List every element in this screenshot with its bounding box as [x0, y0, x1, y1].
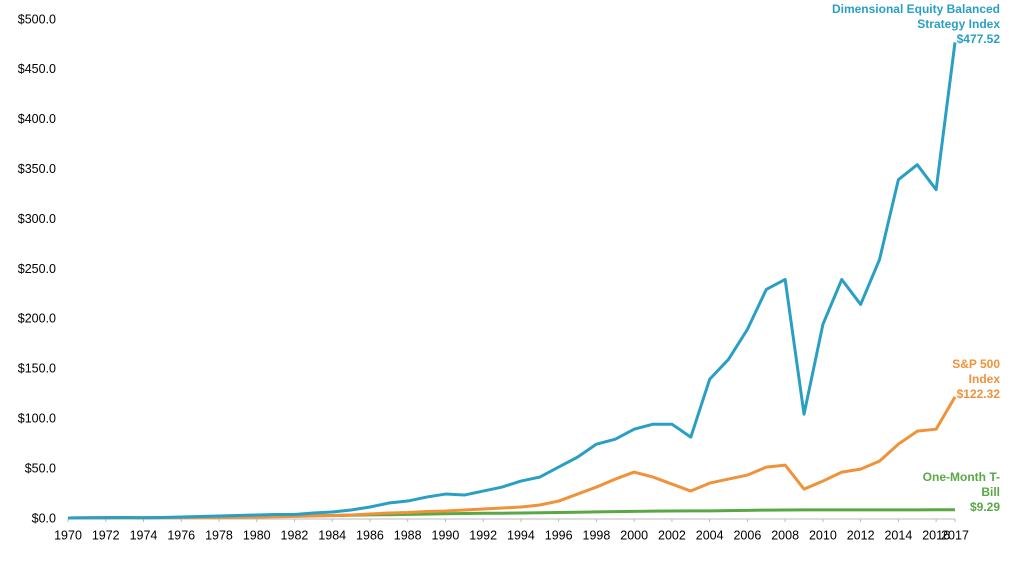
x-tick-label: 2014 [884, 528, 912, 542]
y-tick-label: $400.0 [18, 112, 56, 126]
y-tick-label: $200.0 [18, 312, 56, 326]
x-tick-label: 1996 [545, 528, 573, 542]
x-tick-label: 2017 [941, 528, 969, 542]
x-tick-label: 1992 [469, 528, 497, 542]
x-tick-label: 1988 [394, 528, 422, 542]
x-tick-label: 2000 [620, 528, 648, 542]
y-tick-label: $500.0 [18, 12, 56, 26]
series-label: One-Month T-Bill $9.29 [920, 470, 1000, 515]
x-tick-label: 1980 [243, 528, 271, 542]
y-tick-label: $100.0 [18, 411, 56, 425]
y-tick-label: $450.0 [18, 62, 56, 76]
y-tick-label: $350.0 [18, 162, 56, 176]
x-tick-label: 1974 [130, 528, 158, 542]
series-line [67, 42, 957, 520]
x-tick-label: 1982 [281, 528, 309, 542]
legend-entry: One-Month T-Bill [922, 469, 1000, 499]
x-tick-label: 1978 [205, 528, 233, 542]
x-tick-label: 1986 [356, 528, 384, 542]
x-tick-label: 2016 [922, 528, 950, 542]
x-tick-label: 2006 [733, 528, 761, 542]
x-tick-label: 1990 [432, 528, 460, 542]
x-tick-label: 1976 [167, 528, 195, 542]
end-value-label: $9.29 [969, 499, 1000, 514]
y-tick-label: $150.0 [18, 362, 56, 376]
y-tick-label: $50.0 [25, 461, 56, 475]
x-tick-label: 1972 [92, 528, 120, 542]
x-tick-label: 1970 [54, 528, 82, 542]
series-label: S&P 500 Index $122.32 [940, 357, 1000, 402]
x-tick-label: 1998 [583, 528, 611, 542]
y-tick-label: $300.0 [18, 212, 56, 226]
legend-entry: Dimensional Equity Balanced Strategy Ind… [831, 2, 1000, 32]
x-tick-label: 2012 [847, 528, 875, 542]
x-tick-label: 1984 [318, 528, 346, 542]
series-line [67, 396, 957, 520]
end-value-label: $122.32 [956, 386, 1000, 401]
x-tick-label: 2002 [658, 528, 686, 542]
x-tick-label: 2010 [809, 528, 837, 542]
x-tick-label: 2004 [696, 528, 724, 542]
series-label: Dimensional Equity Balanced Strategy Ind… [830, 2, 1000, 47]
x-tick-label: 1994 [507, 528, 535, 542]
x-tick-label: 2008 [771, 528, 799, 542]
y-tick-label: $250.0 [18, 262, 56, 276]
end-value-label: $477.52 [956, 32, 1000, 47]
legend-entry: S&P 500 Index [952, 356, 1000, 386]
y-tick-label: $0.0 [32, 511, 56, 525]
